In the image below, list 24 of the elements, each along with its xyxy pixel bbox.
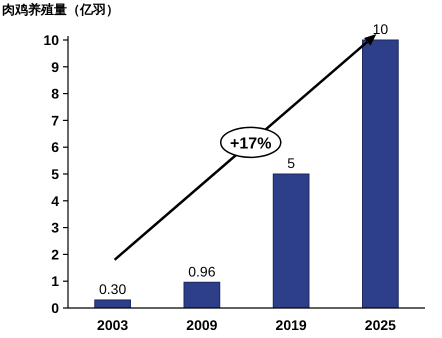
x-tick-label: 2009	[186, 317, 218, 333]
y-tick-label: 4	[51, 192, 60, 209]
y-tick-label: 3	[51, 220, 60, 236]
y-tick-label: 2	[51, 246, 60, 262]
bar	[272, 174, 310, 308]
y-tick-label: 1	[51, 273, 60, 290]
x-tick-label: 2003	[97, 317, 128, 333]
y-tick-label: 0	[51, 300, 60, 316]
x-tick-label: 2019	[276, 317, 307, 333]
chart-title: 肉鸡养殖量（亿羽）	[2, 2, 119, 18]
annotation: +17%	[230, 135, 272, 152]
y-tick-label: 9	[51, 58, 60, 75]
y-tick-label: 8	[51, 86, 60, 102]
data-label: 0.30	[99, 280, 126, 297]
y-tick-label: 10	[43, 32, 60, 48]
y-tick-label: 7	[51, 112, 60, 128]
data-label: 5	[287, 155, 296, 171]
y-tick-label: 6	[51, 139, 60, 156]
data-label: 0.96	[188, 263, 216, 280]
bar	[184, 282, 220, 308]
bar	[362, 40, 399, 308]
data-label: 10	[372, 21, 388, 37]
x-tick-label: 2025	[364, 317, 396, 333]
y-tick-label: 5	[51, 166, 60, 182]
